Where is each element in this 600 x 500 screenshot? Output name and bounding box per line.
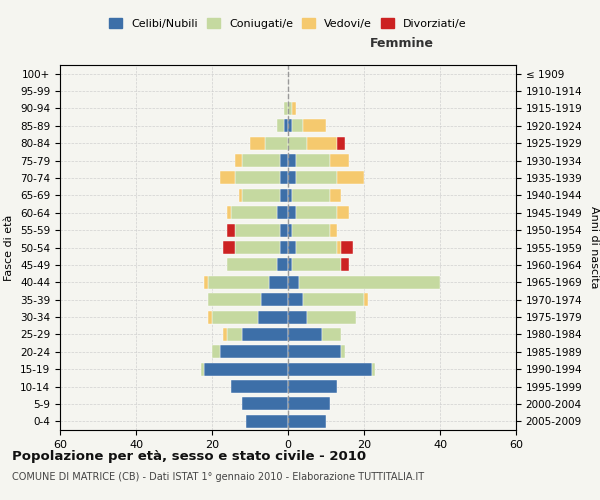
Bar xyxy=(296,241,337,254)
Bar xyxy=(212,310,257,324)
Y-axis label: Anni di nascita: Anni di nascita xyxy=(589,206,599,289)
Bar xyxy=(280,224,288,236)
Bar xyxy=(303,293,364,306)
Bar xyxy=(288,415,326,428)
Bar xyxy=(227,224,235,236)
Y-axis label: Fasce di età: Fasce di età xyxy=(4,214,14,280)
Bar xyxy=(288,293,303,306)
Bar xyxy=(288,380,337,393)
Bar xyxy=(364,293,368,306)
Bar xyxy=(235,224,280,236)
Bar xyxy=(242,328,288,341)
Bar xyxy=(250,136,265,149)
Bar xyxy=(242,189,280,202)
Bar xyxy=(330,154,349,167)
Bar xyxy=(288,241,296,254)
Bar xyxy=(337,172,364,184)
Bar xyxy=(231,380,288,393)
Bar xyxy=(330,189,341,202)
Bar xyxy=(307,310,356,324)
Bar xyxy=(231,206,277,220)
Bar xyxy=(235,154,242,167)
Bar xyxy=(292,224,330,236)
Bar xyxy=(235,172,280,184)
Bar xyxy=(296,172,337,184)
Bar xyxy=(284,102,288,115)
Bar xyxy=(246,415,288,428)
Bar xyxy=(288,224,292,236)
Bar xyxy=(292,120,303,132)
Bar xyxy=(296,206,337,220)
Bar xyxy=(280,172,288,184)
Bar xyxy=(277,258,288,272)
Bar xyxy=(299,276,440,289)
Bar xyxy=(288,154,296,167)
Bar xyxy=(239,189,242,202)
Bar xyxy=(341,241,353,254)
Bar xyxy=(227,328,242,341)
Bar xyxy=(330,224,337,236)
Bar xyxy=(288,258,292,272)
Bar xyxy=(337,206,349,220)
Bar xyxy=(322,328,341,341)
Bar xyxy=(288,102,292,115)
Bar xyxy=(337,241,341,254)
Bar xyxy=(288,346,341,358)
Bar xyxy=(280,189,288,202)
Bar xyxy=(269,276,288,289)
Text: COMUNE DI MATRICE (CB) - Dati ISTAT 1° gennaio 2010 - Elaborazione TUTTITALIA.IT: COMUNE DI MATRICE (CB) - Dati ISTAT 1° g… xyxy=(12,472,424,482)
Bar xyxy=(288,276,299,289)
Bar xyxy=(307,136,337,149)
Bar xyxy=(220,172,235,184)
Bar xyxy=(265,136,288,149)
Bar xyxy=(296,154,330,167)
Text: Popolazione per età, sesso e stato civile - 2010: Popolazione per età, sesso e stato civil… xyxy=(12,450,366,463)
Legend: Celibi/Nubili, Coniugati/e, Vedovi/e, Divorziati/e: Celibi/Nubili, Coniugati/e, Vedovi/e, Di… xyxy=(105,14,471,34)
Bar xyxy=(288,362,371,376)
Bar xyxy=(288,120,292,132)
Bar xyxy=(257,310,288,324)
Bar xyxy=(280,241,288,254)
Bar xyxy=(227,258,277,272)
Bar xyxy=(288,398,330,410)
Bar xyxy=(242,154,280,167)
Bar xyxy=(292,189,330,202)
Bar xyxy=(341,258,349,272)
Bar xyxy=(288,172,296,184)
Bar xyxy=(208,293,262,306)
Bar xyxy=(262,293,288,306)
Bar xyxy=(284,120,288,132)
Bar xyxy=(292,102,296,115)
Bar xyxy=(205,362,288,376)
Text: Femmine: Femmine xyxy=(370,38,434,51)
Bar xyxy=(303,120,326,132)
Bar xyxy=(341,346,345,358)
Bar xyxy=(208,276,269,289)
Bar xyxy=(337,136,345,149)
Bar xyxy=(288,136,307,149)
Bar xyxy=(200,362,205,376)
Bar xyxy=(277,120,284,132)
Bar xyxy=(288,328,322,341)
Bar xyxy=(288,206,296,220)
Bar xyxy=(235,241,280,254)
Bar xyxy=(288,310,307,324)
Bar xyxy=(205,276,208,289)
Bar xyxy=(277,206,288,220)
Bar xyxy=(227,206,231,220)
Bar xyxy=(223,328,227,341)
Bar xyxy=(208,310,212,324)
Bar xyxy=(288,189,292,202)
Bar xyxy=(220,346,288,358)
Bar xyxy=(280,154,288,167)
Bar xyxy=(223,241,235,254)
Bar xyxy=(371,362,376,376)
Bar xyxy=(292,258,341,272)
Bar xyxy=(212,346,220,358)
Bar xyxy=(242,398,288,410)
